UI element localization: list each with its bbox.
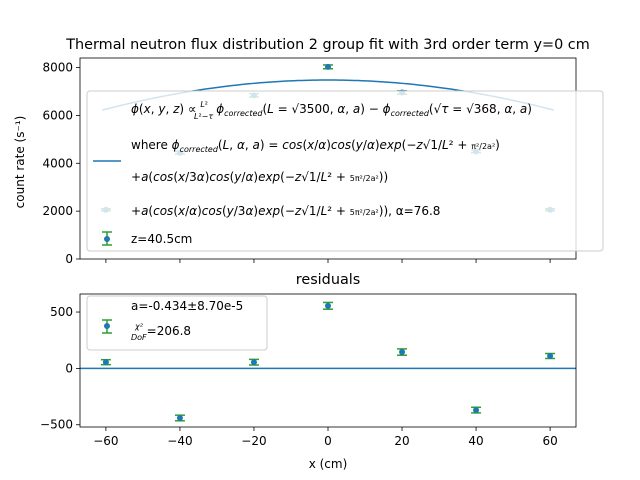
top-ytick-label: 6000 <box>42 108 73 122</box>
top-legend: ϕ(x, y, z) ∝ L² L²−τϕcorrected(L = √3500,… <box>86 90 604 252</box>
top-ytick-label: 0 <box>65 252 73 266</box>
top-ytick-label: 4000 <box>42 156 73 170</box>
bottom-ytick-label: 500 <box>50 305 73 319</box>
legend-a-value: a=-0.434±8.70e-5 <box>131 299 243 313</box>
bottom-title: residuals <box>296 272 361 288</box>
top-ytick-label: 2000 <box>42 204 73 218</box>
bottom-xtick-label: 20 <box>394 434 409 448</box>
bottom-ytick-label: 0 <box>65 361 73 375</box>
bottom-xtick-label: 0 <box>324 434 332 448</box>
top-ytick-label: 8000 <box>42 61 73 75</box>
top-legend-frame <box>86 90 604 252</box>
bottom-ytick-label: −500 <box>40 418 73 432</box>
legend-fit-formula-4: +a(cos(x/α)cos(y/3α)exp(−z√1/L² + 5π²/2a… <box>131 204 440 218</box>
bottom-axes: −500 0 500 −60 −40 −20 0 20 40 60 <box>40 293 577 448</box>
bottom-data-point <box>250 359 257 366</box>
legend-chi2-value: χ² DoF=206.8 <box>131 322 191 342</box>
legend-fit-formula-3: +a(cos(x/3α)cos(y/α)exp(−z√1/L² + 5π²/2a… <box>131 170 388 184</box>
bottom-xtick-label: 40 <box>468 434 483 448</box>
bottom-xtick-label: 60 <box>542 434 557 448</box>
top-data-point <box>325 63 331 70</box>
top-ylabel: count rate (s⁻¹) <box>13 116 27 209</box>
bottom-xlabel: x (cm) <box>309 457 348 471</box>
bottom-xtick-label: −60 <box>93 434 118 448</box>
bottom-data-point <box>176 414 183 421</box>
bottom-legend: a=-0.434±8.70e-5 χ² DoF=206.8 <box>86 295 268 351</box>
legend-residual-handle <box>102 319 112 334</box>
top-title: Thermal neutron flux distribution 2 grou… <box>65 37 589 53</box>
bottom-xtick-label: −40 <box>167 434 192 448</box>
legend-fit-formula-2: where ϕcorrected(L, α, a) = cos(x/α)cos(… <box>131 138 500 154</box>
legend-data-handle <box>102 231 112 246</box>
bottom-data-point <box>399 349 406 356</box>
legend-data-label: z=40.5cm <box>131 232 192 246</box>
bottom-data-point <box>102 359 109 366</box>
bottom-data-point <box>473 407 480 414</box>
bottom-data-point <box>547 352 554 359</box>
bottom-data-point <box>325 302 331 309</box>
bottom-legend-frame <box>86 295 268 351</box>
bottom-xtick-label: −20 <box>241 434 266 448</box>
